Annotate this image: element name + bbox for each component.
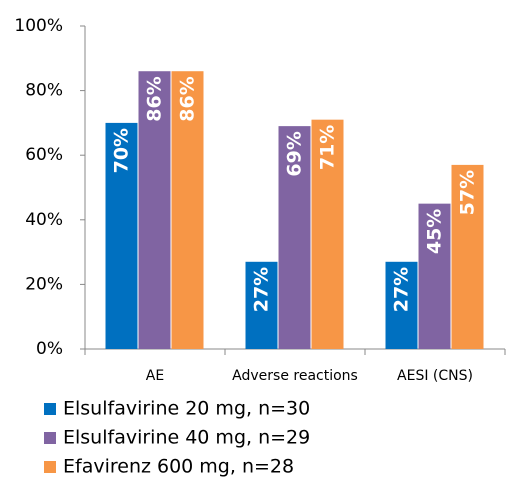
bar (171, 71, 204, 349)
bar (418, 203, 451, 349)
legend-label: Elsulfavirine 40 mg, n=29 (63, 427, 310, 449)
value-label: 57% (457, 170, 479, 215)
legend-swatch (44, 432, 56, 444)
y-tick-label: 60% (25, 145, 63, 165)
y-tick-label: 80% (25, 81, 63, 101)
value-label: 69% (284, 131, 306, 176)
y-tick-label: 40% (25, 210, 63, 230)
y-tick-label: 20% (25, 274, 63, 294)
y-tick-label: 0% (36, 339, 63, 359)
x-tick-label: Adverse reactions (232, 368, 358, 384)
legend-label: Efavirenz 600 mg, n=28 (63, 456, 294, 478)
value-label: 45% (424, 209, 446, 254)
legend-label: Elsulfavirine 20 mg, n=30 (63, 398, 310, 420)
bar (451, 164, 484, 349)
value-label: 86% (144, 76, 166, 121)
value-label: 27% (251, 267, 273, 312)
value-label: 27% (391, 267, 413, 312)
bar (311, 119, 344, 349)
x-tick-label: AESI (CNS) (397, 368, 473, 384)
value-label: 71% (317, 125, 339, 170)
bar (385, 261, 418, 349)
bar (105, 122, 138, 350)
legend-swatch (44, 461, 56, 473)
x-tick-label: AE (146, 368, 164, 384)
y-tick-label: 100% (14, 16, 63, 36)
bar (278, 126, 311, 349)
legend-swatch (44, 403, 56, 415)
value-label: 70% (111, 128, 133, 173)
value-label: 86% (177, 76, 199, 121)
bar (245, 261, 278, 349)
bar (138, 71, 171, 349)
